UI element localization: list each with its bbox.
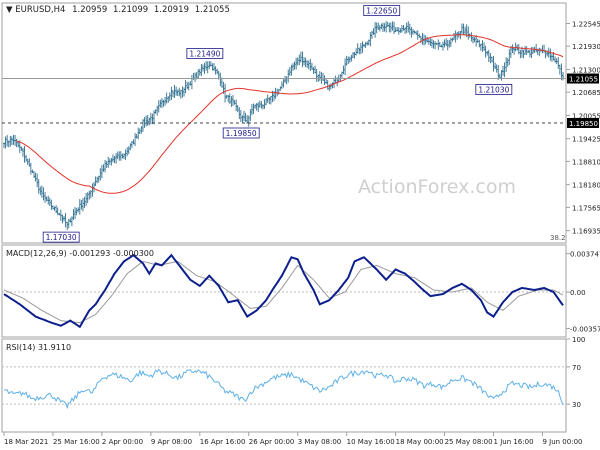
- x-tick-label: 1 Jun 16:00: [494, 438, 534, 446]
- price-y-tick-label: 1.21930: [572, 43, 600, 51]
- annotation-box: [475, 84, 513, 95]
- rsi-panel-frame: [1, 338, 567, 433]
- annotation-label: 1.17030: [46, 233, 77, 242]
- annotation-label: 1.21030: [478, 85, 509, 94]
- macd-title: MACD(12,26,9) -0.001293 -0.000300: [6, 249, 154, 258]
- price-bars: [3, 21, 564, 231]
- triangle-down-icon: ▼: [6, 5, 15, 15]
- price-y-tick-label: 1.20685: [572, 89, 600, 97]
- x-tick-label: 16 Apr 16:00: [200, 438, 246, 446]
- rsi-y-axis: 100 70 30: [566, 336, 585, 409]
- price-y-tick-label: 1.22545: [572, 20, 600, 28]
- price-y-tick-label: 1.18810: [572, 158, 600, 166]
- x-tick-label: 2 Apr 00:00: [102, 438, 143, 446]
- annotation-box: [42, 231, 80, 243]
- price-y-tick-label: 1.17565: [572, 204, 600, 212]
- price-annotations: 1.17030 1.21490 1.19850 1.22650 1.21030: [42, 5, 513, 243]
- rsi-panel: 100 70 30 RSI(14) 31.9110: [1, 336, 585, 433]
- macd-main-line: [3, 253, 564, 329]
- rsi-y-tick-label: 30: [572, 401, 581, 409]
- fib-label: 38.2: [550, 234, 566, 242]
- rsi-line: [3, 368, 564, 410]
- annotation-label: 1.19850: [226, 129, 257, 138]
- price-y-tick-label: 1.18180: [572, 182, 600, 190]
- current-price-tag: 1.21055: [569, 76, 598, 84]
- macd-y-tick-label: 0.003747: [570, 251, 600, 259]
- high-value: 1.21099: [113, 5, 148, 15]
- price-y-axis: 1.22545 1.21930 1.21300 1.20685 1.20055 1.194…: [566, 20, 600, 236]
- x-tick-label: 3 May 08:00: [298, 438, 342, 446]
- price-title: ▼ EURUSD,H4 1.20959 1.21099 1.20919 1.21…: [6, 5, 230, 15]
- price-y-tick-label: 1.20055: [572, 112, 600, 120]
- close-value: 1.21055: [195, 5, 230, 15]
- annotation-box: [363, 5, 401, 17]
- rsi-title: RSI(14) 31.9110: [6, 343, 71, 352]
- rsi-y-tick-label: 100: [572, 336, 585, 344]
- low-value: 1.20919: [154, 5, 189, 15]
- price-y-tick-label: 1.21300: [572, 66, 600, 74]
- price-tags: 1.21055 1.19850: [567, 73, 599, 128]
- symbol-label: EURUSD,H4: [15, 5, 65, 15]
- x-tick-label: 18 Mar 2021: [4, 438, 48, 446]
- annotation-box: [222, 127, 260, 139]
- macd-panel: 0.003747 0.00 -0.003573 MACD(12,26,9) -0.0…: [1, 244, 600, 338]
- price-panel: 1.17030 1.21490 1.19850 1.22650 1.21030 1.22…: [1, 2, 600, 244]
- macd-y-tick-label: -0.003573: [570, 326, 600, 334]
- x-tick-label: 9 Jun 00:00: [542, 438, 582, 446]
- annotation-label: 1.21490: [189, 49, 220, 58]
- level-price-tag: 1.19850: [569, 120, 598, 128]
- x-tick-label: 25 Mar 16:00: [53, 438, 100, 446]
- annotation-box: [186, 48, 224, 59]
- open-value: 1.20959: [72, 5, 107, 15]
- x-tick-label: 18 May 00:00: [396, 438, 444, 446]
- x-axis: 18 Mar 2021 25 Mar 16:00 2 Apr 00:00 9 Apr …: [3, 432, 582, 446]
- price-y-tick-label: 1.19425: [572, 136, 600, 144]
- rsi-y-tick-label: 70: [572, 364, 581, 372]
- current-price-tag-bg: [567, 73, 599, 84]
- watermark: ActionForex.com: [358, 176, 516, 198]
- macd-y-tick-label: 0.00: [570, 289, 586, 297]
- x-tick-label: 9 Apr 08:00: [151, 438, 192, 446]
- level-price-tag-bg: [567, 118, 599, 128]
- x-tick-label: 26 Apr 00:00: [249, 438, 295, 446]
- macd-panel-frame: [1, 244, 567, 338]
- x-tick-label: 25 May 08:00: [445, 438, 493, 446]
- price-y-tick-label: 1.16935: [572, 228, 600, 236]
- macd-y-axis: 0.003747 0.00 -0.003573: [566, 251, 600, 334]
- annotation-label: 1.22650: [366, 7, 397, 16]
- x-tick-label: 10 May 16:00: [347, 438, 395, 446]
- moving-average-line: [16, 34, 564, 194]
